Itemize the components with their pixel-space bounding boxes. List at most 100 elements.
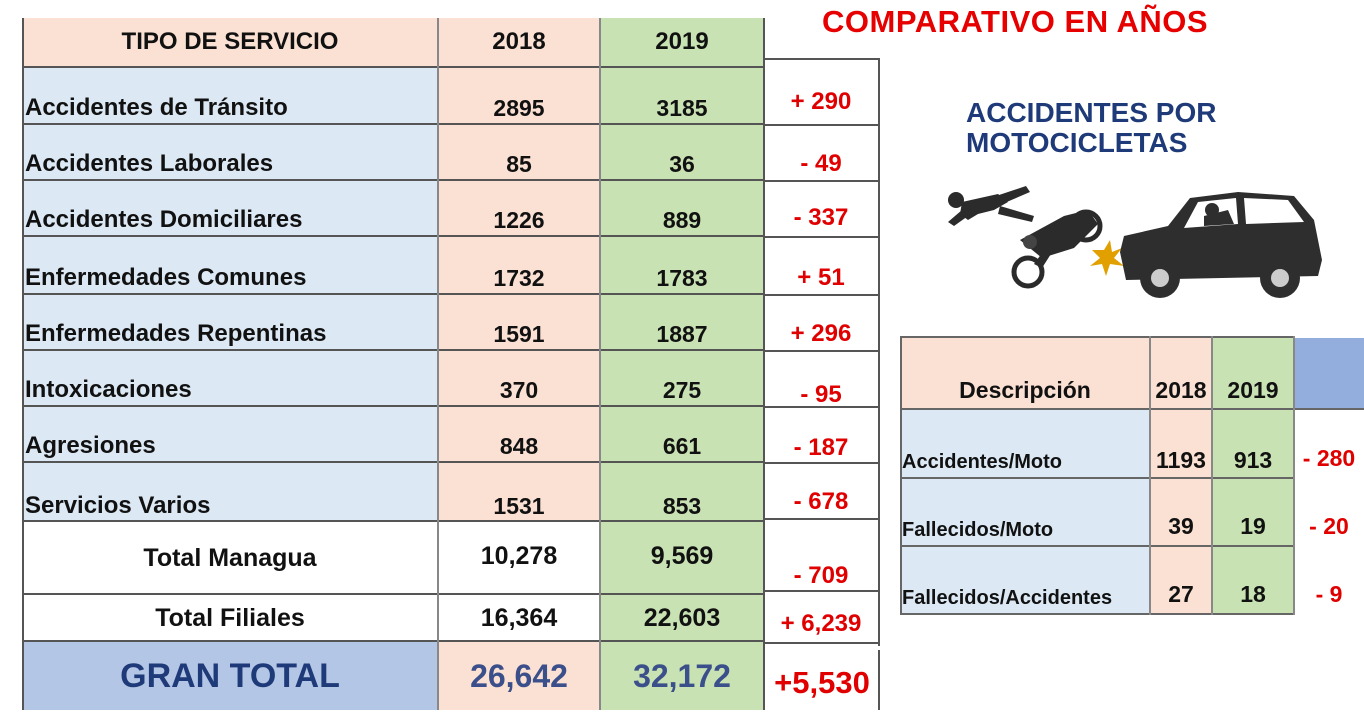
value-2019: 889 [600, 180, 764, 236]
divider [764, 180, 880, 182]
divider [900, 613, 1294, 615]
divider [22, 593, 764, 595]
service-name: Accidentes de Tránsito [22, 66, 438, 124]
moto-value-2019: 18 [1212, 546, 1294, 614]
value-2018: 1531 [438, 462, 600, 522]
gran-total-2018: 26,642 [438, 642, 600, 710]
moto-value-2018: 1193 [1150, 408, 1212, 478]
divider [22, 293, 764, 295]
divider [1293, 336, 1295, 615]
value-2019: 853 [600, 462, 764, 522]
divider [764, 294, 880, 296]
divider [900, 336, 902, 615]
total-managua-2019: 9,569 [600, 522, 764, 594]
moto-difference: - 280 [1294, 408, 1364, 478]
difference: + 290 [764, 80, 878, 124]
page-title: COMPARATIVO EN AÑOS [822, 4, 1209, 39]
divider [878, 58, 880, 646]
divider [900, 408, 1364, 410]
difference: - 678 [764, 482, 878, 522]
service-name: Accidentes Domiciliares [22, 180, 438, 236]
main-table-rows: Accidentes de Tránsito 2895 3185 + 290 A… [22, 66, 880, 522]
service-name: Intoxicaciones [22, 350, 438, 406]
moto-difference: - 9 [1294, 546, 1364, 614]
divider [900, 336, 1294, 338]
total-filiales-2018: 16,364 [438, 594, 600, 642]
moto-description: Fallecidos/Accidentes [900, 546, 1150, 614]
divider [900, 477, 1294, 479]
divider [1149, 336, 1151, 615]
difference: + 51 [764, 258, 878, 298]
gran-total-diff: +5,530 [764, 652, 880, 714]
total-managua-diff: - 709 [764, 556, 878, 596]
divider [22, 520, 764, 522]
divider [22, 349, 764, 351]
divider [22, 179, 764, 181]
header-service: TIPO DE SERVICIO [22, 18, 438, 66]
value-2018: 848 [438, 406, 600, 462]
divider [22, 461, 764, 463]
total-filiales-diff: + 6,239 [764, 602, 878, 646]
divider [763, 18, 765, 710]
divider [764, 58, 880, 60]
value-2018: 1591 [438, 294, 600, 350]
total-managua-2018: 10,278 [438, 522, 600, 594]
difference: - 187 [764, 428, 878, 468]
value-2019: 275 [600, 350, 764, 406]
moto-header-description: Descripción [900, 336, 1150, 408]
value-2019: 3185 [600, 66, 764, 124]
service-name: Servicios Varios [22, 462, 438, 522]
motorcycle-car-crash-icon [938, 180, 1334, 304]
moto-value-2019: 913 [1212, 408, 1294, 478]
moto-value-2018: 27 [1150, 546, 1212, 614]
moto-value-2018: 39 [1150, 478, 1212, 546]
divider [22, 123, 764, 125]
divider [22, 18, 24, 710]
value-2019: 661 [600, 406, 764, 462]
value-2019: 36 [600, 124, 764, 180]
service-name: Enfermedades Comunes [22, 236, 438, 294]
moto-header-2018: 2018 [1150, 336, 1212, 408]
value-2018: 1226 [438, 180, 600, 236]
total-filiales-label: Total Filiales [22, 594, 438, 642]
section-subtitle: ACCIDENTES POR MOTOCICLETAS [966, 97, 1217, 158]
divider [764, 590, 880, 592]
header-2018: 2018 [438, 18, 600, 66]
moto-header-diff [1294, 338, 1364, 408]
divider [878, 650, 880, 710]
moto-description: Fallecidos/Moto [900, 478, 1150, 546]
moto-description: Accidentes/Moto [900, 408, 1150, 478]
value-2018: 370 [438, 350, 600, 406]
main-table: TIPO DE SERVICIO 2018 2019 Accidentes de… [22, 18, 880, 714]
value-2018: 1732 [438, 236, 600, 294]
value-2018: 85 [438, 124, 600, 180]
service-name: Enfermedades Repentinas [22, 294, 438, 350]
divider [764, 124, 880, 126]
service-name: Agresiones [22, 406, 438, 462]
divider [764, 350, 880, 352]
divider [1211, 336, 1213, 615]
divider [764, 406, 880, 408]
divider [437, 18, 439, 710]
value-2019: 1783 [600, 236, 764, 294]
divider [764, 518, 880, 520]
divider [599, 18, 601, 710]
moto-header-2019: 2019 [1212, 336, 1294, 408]
divider [764, 236, 880, 238]
difference: + 296 [764, 314, 878, 354]
moto-table: Descripción 2018 2019 Accidentes/Moto 11… [900, 336, 1364, 616]
total-filiales-2019: 22,603 [600, 594, 764, 642]
value-2018: 2895 [438, 66, 600, 124]
divider [900, 545, 1294, 547]
divider [22, 640, 764, 642]
value-2019: 1887 [600, 294, 764, 350]
service-name: Accidentes Laborales [22, 124, 438, 180]
difference: - 49 [764, 144, 878, 184]
divider [22, 405, 764, 407]
difference: - 95 [764, 376, 878, 414]
header-2019: 2019 [600, 18, 764, 66]
gran-total-label: GRAN TOTAL [22, 642, 438, 710]
gran-total-2019: 32,172 [600, 642, 764, 710]
divider [22, 66, 764, 68]
divider [22, 235, 764, 237]
